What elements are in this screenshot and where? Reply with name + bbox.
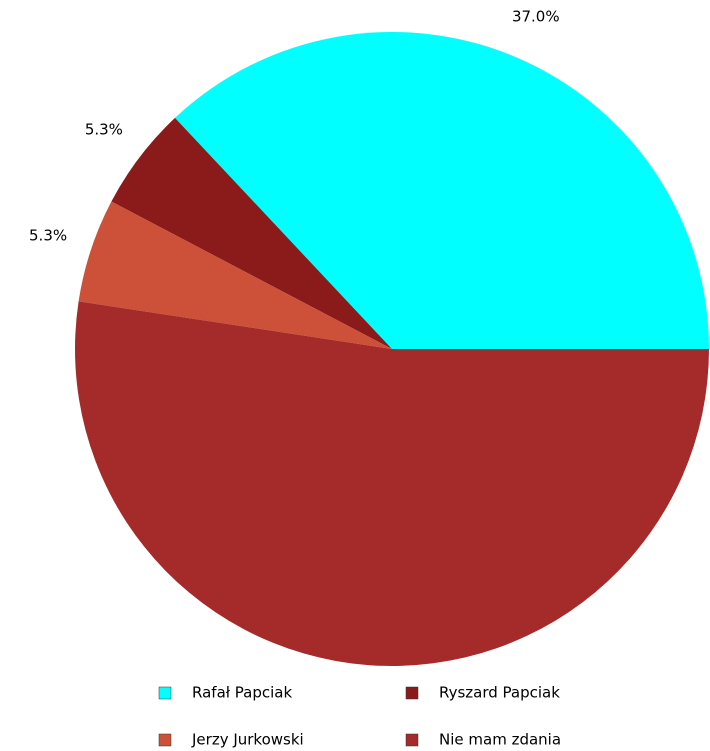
legend-label: Ryszard Papciak bbox=[439, 684, 560, 702]
legend-swatch bbox=[158, 686, 172, 700]
legend-label: Jerzy Jurkowski bbox=[191, 731, 304, 749]
pie-slice bbox=[174, 31, 710, 350]
legend-swatch bbox=[158, 733, 172, 747]
data-label: 5.3% bbox=[85, 120, 123, 138]
legend-label: Nie mam zdania bbox=[439, 731, 561, 749]
pie-slice bbox=[74, 301, 709, 667]
data-label: 37.0% bbox=[512, 7, 560, 25]
pie-slice bbox=[78, 201, 392, 349]
legend-swatch bbox=[405, 686, 419, 700]
data-label: 5.3% bbox=[29, 227, 67, 245]
legend-swatch bbox=[405, 733, 419, 747]
pie-slice bbox=[111, 117, 392, 349]
legend-label: Rafał Papciak bbox=[192, 684, 292, 702]
